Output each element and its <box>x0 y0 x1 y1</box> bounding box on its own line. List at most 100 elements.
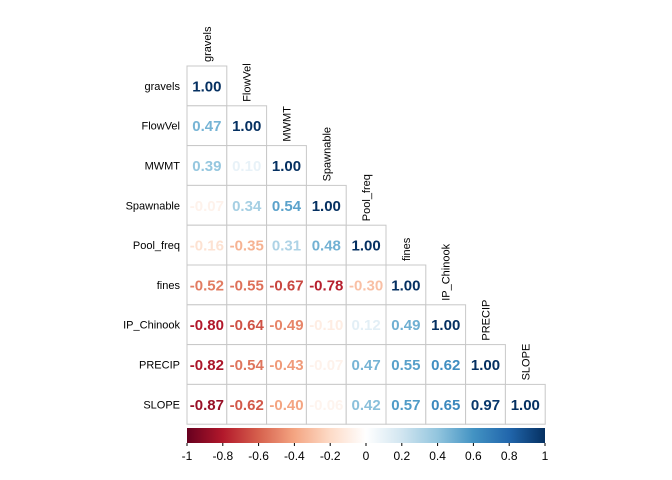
cell-value: 0.62 <box>431 357 460 374</box>
cell-value: -0.67 <box>269 277 303 294</box>
cell-PRECIP-PRECIP <box>465 344 506 385</box>
colorbar: -1 -0.8 -0.6 -0.4 -0.2 0 0.2 0.4 0.6 0.8 1 <box>182 428 549 463</box>
cell-value: 1.00 <box>232 118 261 135</box>
cell-fines-FlowVel <box>226 264 268 306</box>
row-label: PRECIP <box>139 360 180 372</box>
cell-value: -0.87 <box>190 397 224 414</box>
cell-SLOPE-gravels <box>186 383 228 425</box>
cell-gravels-gravels <box>186 65 228 107</box>
cell-value: 0.47 <box>192 118 221 135</box>
cell-Spawnable-FlowVel <box>226 184 268 226</box>
cell-SLOPE-fines <box>385 383 427 425</box>
cell-Pool_freq-Spawnable <box>305 224 347 266</box>
cell-SLOPE-FlowVel <box>226 383 268 425</box>
cell-value: -0.54 <box>230 357 265 374</box>
column-label: gravels <box>202 26 214 62</box>
cell-value: 0.31 <box>272 238 301 255</box>
column-label: fines <box>401 237 413 261</box>
cell-value: 0.55 <box>391 357 420 374</box>
cell-SLOPE-Pool_freq <box>345 383 387 425</box>
cell-value: -0.07 <box>190 198 224 215</box>
column-label: MWMT <box>282 106 294 142</box>
column-label: PRECIP <box>481 300 493 341</box>
colorbar-tick-label: 0.2 <box>393 449 410 463</box>
colorbar-tick-label: -0.4 <box>284 449 305 463</box>
cell-value: -0.35 <box>230 238 264 255</box>
cell-IP_Chinook-gravels <box>186 304 228 346</box>
column-label: IP_Chinook <box>441 243 453 300</box>
cell-Pool_freq-FlowVel <box>226 224 268 266</box>
row-label: SLOPE <box>143 399 180 411</box>
cell-value: 1.00 <box>391 277 420 294</box>
colorbar-tick-label: -0.6 <box>248 449 269 463</box>
cell-value: -0.10 <box>309 317 343 334</box>
cell-SLOPE-SLOPE <box>504 383 546 425</box>
colorbar-tick-label: 1 <box>542 449 549 463</box>
cell-value: 1.00 <box>351 238 380 255</box>
cell-value: 1.00 <box>431 317 460 334</box>
cell-value: -0.64 <box>230 317 265 334</box>
colorbar-tick-label: 0.6 <box>465 449 482 463</box>
column-label: FlowVel <box>242 63 254 102</box>
cell-value: -0.49 <box>269 317 303 334</box>
column-labels: gravels FlowVel MWMT Spawnable Pool_freqfine… <box>202 26 532 380</box>
cell-value: -0.06 <box>309 397 343 414</box>
cell-value: 1.00 <box>272 158 301 175</box>
cell-IP_Chinook-IP_Chinook <box>425 304 467 346</box>
cell-fines-Spawnable <box>305 264 347 306</box>
cell-value: 0.42 <box>351 397 380 414</box>
row-label: Pool_freq <box>133 240 180 252</box>
cell-value: 1.00 <box>192 78 221 95</box>
column-label: SLOPE <box>520 344 532 381</box>
cell-fines-fines <box>385 264 427 306</box>
cell-IP_Chinook-FlowVel <box>226 304 268 346</box>
cell-value: -0.82 <box>190 357 224 374</box>
row-label: MWMT <box>145 161 181 173</box>
cell-value: 1.00 <box>312 198 341 215</box>
row-labels: gravels FlowVel MWMT Spawnable Pool_freqfine… <box>123 81 180 411</box>
colorbar-tick-label: 0.4 <box>429 449 446 463</box>
cell-value: 0.12 <box>351 317 380 334</box>
colorbar-ticks: -1 -0.8 -0.6 -0.4 -0.2 0 0.2 0.4 0.6 0.8 1 <box>182 443 549 463</box>
cell-value: 0.47 <box>351 357 380 374</box>
cell-Spawnable-Spawnable <box>305 184 347 226</box>
colorbar-tick-label: 0 <box>363 449 370 463</box>
cell-value: -0.16 <box>190 238 224 255</box>
cell-value: -0.43 <box>269 357 303 374</box>
column-label: Pool_freq <box>361 174 373 221</box>
cell-value: 0.39 <box>192 158 221 175</box>
row-label: fines <box>157 280 181 292</box>
cell-IP_Chinook-fines <box>385 304 427 346</box>
cell-value: 0.65 <box>431 397 460 414</box>
cell-value: 0.97 <box>471 397 500 414</box>
cell-fines-MWMT <box>266 264 307 306</box>
row-label: gravels <box>145 81 181 93</box>
cell-FlowVel-gravels <box>186 105 228 147</box>
colorbar-tick-label: -0.2 <box>320 449 341 463</box>
cell-value: -0.30 <box>349 277 383 294</box>
cell-value: -0.80 <box>190 317 224 334</box>
cell-PRECIP-gravels <box>186 344 228 385</box>
cell-value: 0.34 <box>232 198 262 215</box>
cell-value: -0.78 <box>309 277 343 294</box>
cell-value: -0.07 <box>309 357 343 374</box>
cell-PRECIP-MWMT <box>266 344 307 385</box>
colorbar-gradient <box>187 428 545 443</box>
cell-value: 0.10 <box>232 158 261 175</box>
colorbar-tick-label: -1 <box>182 449 193 463</box>
cell-value: 0.49 <box>391 317 420 334</box>
cell-value: 1.00 <box>511 397 540 414</box>
colorbar-tick-label: 0.8 <box>501 449 518 463</box>
correlation-matrix: 1.00 0.47 1.00 0.39 0.10 1.00 -0.07 0.34 0.54 1.0… <box>186 65 546 425</box>
cell-MWMT-MWMT <box>266 145 307 186</box>
cell-fines-gravels <box>186 264 228 306</box>
row-label: FlowVel <box>141 121 180 133</box>
cell-value: 1.00 <box>471 357 500 374</box>
column-label: Spawnable <box>321 127 333 181</box>
cell-fines-Pool_freq <box>345 264 387 306</box>
cell-SLOPE-Spawnable <box>305 383 347 425</box>
row-label: IP_Chinook <box>123 320 180 332</box>
cell-value: 0.48 <box>312 238 341 255</box>
cell-value: -0.40 <box>269 397 303 414</box>
